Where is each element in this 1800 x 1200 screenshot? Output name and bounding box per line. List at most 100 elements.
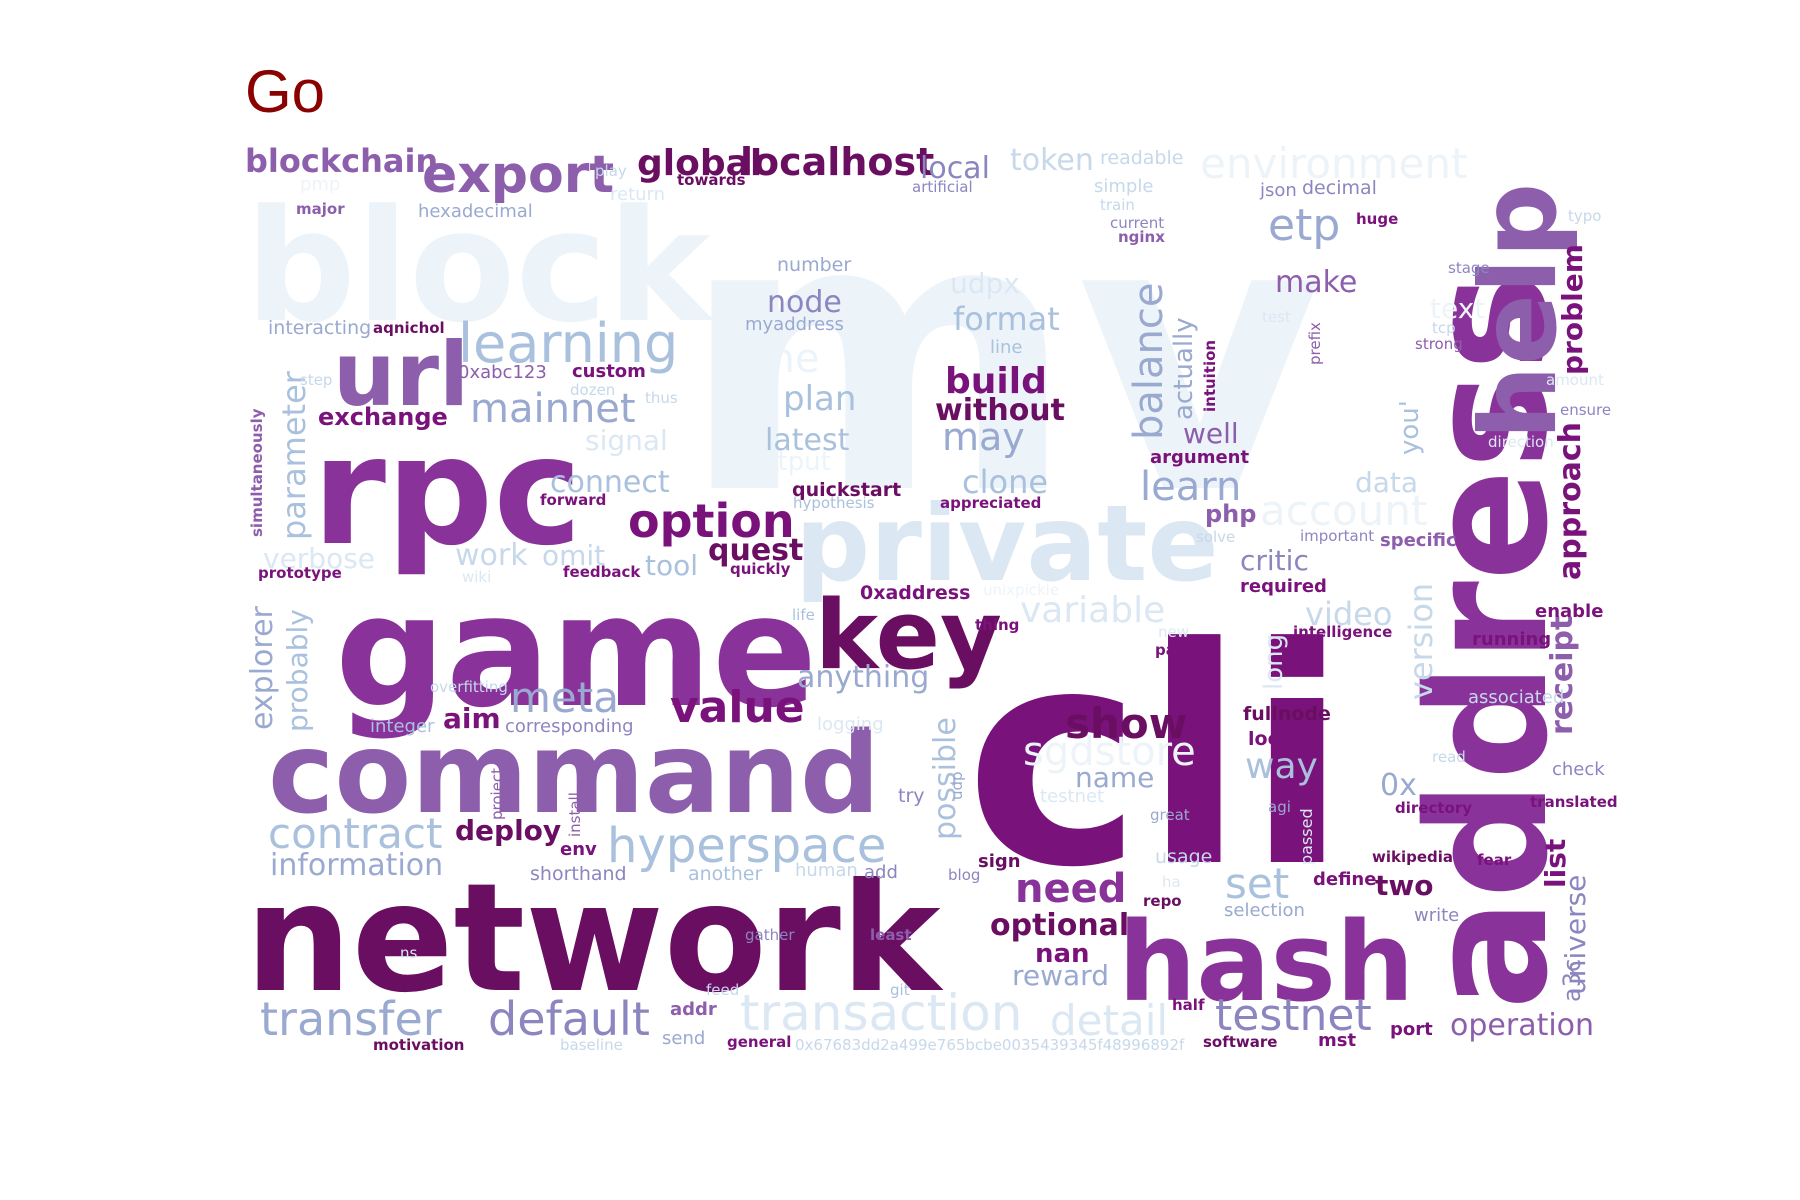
word: meta bbox=[510, 673, 619, 722]
word: private bbox=[795, 483, 1219, 605]
word: sign bbox=[978, 851, 1021, 872]
word: version bbox=[1402, 583, 1440, 700]
word: dozen bbox=[570, 381, 615, 399]
word: feed bbox=[706, 981, 739, 999]
word: nan bbox=[1035, 939, 1090, 969]
word: associated bbox=[1468, 687, 1564, 708]
word: install bbox=[566, 792, 584, 837]
word: send bbox=[662, 1028, 705, 1049]
word: 0x67683dd2a499e765bcbe0035439345f4899689… bbox=[795, 1036, 1185, 1054]
word: git bbox=[890, 981, 910, 999]
word: a3c bbox=[1558, 959, 1586, 1002]
word: optional bbox=[990, 908, 1129, 943]
word: baseline bbox=[560, 1036, 623, 1054]
word: format bbox=[953, 300, 1060, 338]
word: contract bbox=[268, 809, 442, 858]
word: option bbox=[628, 494, 795, 548]
word: video bbox=[1305, 595, 1392, 633]
word: shorthand bbox=[530, 863, 627, 885]
word: motivation bbox=[373, 1036, 464, 1054]
page-title: Go bbox=[245, 58, 326, 125]
word: project bbox=[488, 768, 506, 820]
word: ensure bbox=[1560, 401, 1611, 419]
word: local bbox=[920, 151, 990, 186]
word: make bbox=[1275, 265, 1357, 300]
word: export bbox=[422, 145, 614, 205]
word: php bbox=[1205, 500, 1256, 528]
word: 0xaddress bbox=[860, 582, 970, 604]
word: value bbox=[670, 682, 805, 733]
word: amount bbox=[1546, 371, 1604, 389]
word: udp bbox=[948, 771, 966, 800]
word: wikipedia bbox=[1372, 848, 1453, 866]
word: selection bbox=[1224, 900, 1305, 921]
word: write bbox=[1414, 905, 1459, 926]
word: show bbox=[1065, 699, 1188, 748]
word: actually bbox=[1169, 317, 1199, 420]
word: cli bbox=[965, 584, 1349, 933]
word: addr bbox=[670, 999, 717, 1020]
word: possible bbox=[928, 717, 963, 840]
word: important bbox=[1300, 527, 1374, 545]
word: feedback bbox=[563, 563, 641, 581]
word: account bbox=[1260, 486, 1427, 535]
word: thing bbox=[975, 616, 1019, 634]
word: human bbox=[795, 860, 858, 881]
word: aqnichol bbox=[373, 319, 445, 337]
word: omit bbox=[542, 539, 605, 572]
word: environment bbox=[1200, 139, 1467, 188]
word: current bbox=[1110, 214, 1164, 232]
word: huge bbox=[1356, 210, 1398, 228]
word: block bbox=[245, 176, 714, 357]
word: etp bbox=[1268, 200, 1340, 251]
word: operation bbox=[1450, 1008, 1594, 1043]
word: port bbox=[1390, 1019, 1433, 1040]
word: connect bbox=[550, 465, 670, 500]
word: anything bbox=[797, 660, 929, 695]
word: train bbox=[1100, 196, 1135, 214]
word: passed bbox=[1297, 808, 1316, 865]
word: key bbox=[815, 581, 1002, 691]
word: thus bbox=[645, 389, 678, 407]
word: mst bbox=[1318, 1030, 1356, 1051]
word: readable bbox=[1100, 147, 1183, 169]
word: line bbox=[990, 337, 1022, 358]
word: clone bbox=[962, 463, 1048, 501]
word: token bbox=[1010, 143, 1094, 178]
word: quickstart bbox=[792, 479, 901, 501]
word: logging bbox=[817, 714, 884, 735]
word: translated bbox=[1530, 793, 1618, 811]
word: name bbox=[1075, 761, 1154, 794]
word: plan bbox=[783, 379, 856, 419]
word: wiki bbox=[462, 568, 491, 586]
word: without bbox=[935, 393, 1065, 428]
word: sgdstore bbox=[1023, 729, 1196, 775]
word: decimal bbox=[1302, 177, 1377, 199]
word: latest bbox=[765, 423, 850, 458]
word: reward bbox=[1012, 959, 1109, 992]
word: 0xabc123 bbox=[458, 362, 547, 383]
word: deploy bbox=[455, 814, 561, 847]
word: great bbox=[1150, 806, 1190, 824]
word: intuition bbox=[1201, 340, 1219, 412]
word: list bbox=[1539, 839, 1572, 888]
word: you' bbox=[1395, 400, 1425, 455]
word: half bbox=[1172, 996, 1205, 1014]
word: ns bbox=[400, 944, 418, 962]
word: pmp bbox=[300, 174, 340, 195]
word: intelligence bbox=[1293, 623, 1392, 641]
word: return bbox=[610, 184, 665, 205]
word: probably bbox=[281, 609, 314, 732]
word: step bbox=[300, 371, 332, 389]
word: tcp bbox=[1432, 319, 1456, 337]
word: game bbox=[335, 561, 817, 742]
word: env bbox=[560, 839, 597, 860]
word: problem bbox=[1556, 244, 1589, 375]
word: agi bbox=[1268, 798, 1291, 816]
word: check bbox=[1552, 759, 1605, 780]
word: try bbox=[898, 785, 925, 807]
word: enable bbox=[1535, 601, 1603, 622]
word: mv bbox=[680, 135, 1324, 578]
word: learning bbox=[458, 312, 678, 375]
